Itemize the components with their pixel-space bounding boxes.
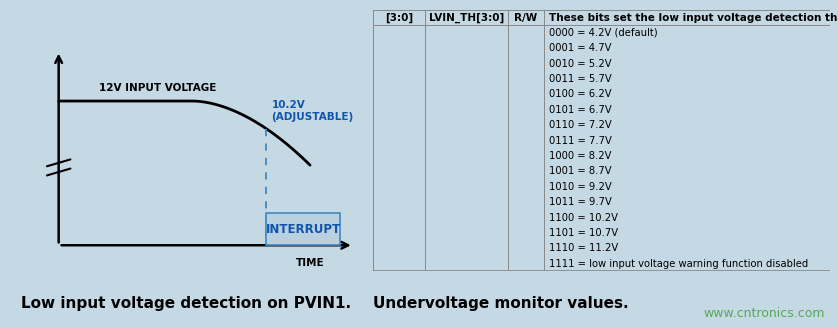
- Bar: [266, 213, 340, 245]
- Text: Low input voltage detection on PVIN1.: Low input voltage detection on PVIN1.: [21, 296, 351, 311]
- Text: 1101 = 10.7V: 1101 = 10.7V: [549, 228, 618, 238]
- Text: www.cntronics.com: www.cntronics.com: [704, 307, 825, 320]
- Text: 1110 = 11.2V: 1110 = 11.2V: [549, 243, 618, 253]
- Text: TIME: TIME: [296, 258, 324, 268]
- Text: 1100 = 10.2V: 1100 = 10.2V: [549, 213, 618, 223]
- Text: LVIN_TH[3:0]: LVIN_TH[3:0]: [429, 12, 504, 23]
- Text: 0011 = 5.7V: 0011 = 5.7V: [549, 74, 612, 84]
- Text: 12V INPUT VOLTAGE: 12V INPUT VOLTAGE: [99, 83, 216, 93]
- Text: 10.2V
(ADJUSTABLE): 10.2V (ADJUSTABLE): [272, 99, 354, 122]
- Text: 0010 = 5.2V: 0010 = 5.2V: [549, 59, 612, 69]
- Text: 0110 = 7.2V: 0110 = 7.2V: [549, 120, 612, 130]
- Text: 1010 = 9.2V: 1010 = 9.2V: [549, 182, 612, 192]
- Text: 0000 = 4.2V (default): 0000 = 4.2V (default): [549, 28, 657, 38]
- Text: 1111 = low input voltage warning function disabled: 1111 = low input voltage warning functio…: [549, 259, 808, 269]
- Text: 0001 = 4.7V: 0001 = 4.7V: [549, 43, 611, 53]
- Text: R/W: R/W: [515, 12, 537, 23]
- Text: 0111 = 7.7V: 0111 = 7.7V: [549, 136, 612, 146]
- Text: 0101 = 6.7V: 0101 = 6.7V: [549, 105, 612, 115]
- Text: [3:0]: [3:0]: [385, 12, 413, 23]
- Text: These bits set the low input voltage detection threshold.: These bits set the low input voltage det…: [549, 12, 838, 23]
- Text: 1011 = 9.7V: 1011 = 9.7V: [549, 197, 612, 207]
- Text: 1001 = 8.7V: 1001 = 8.7V: [549, 166, 612, 176]
- Text: Undervoltage monitor values.: Undervoltage monitor values.: [373, 296, 628, 311]
- Text: INTERRUPT: INTERRUPT: [266, 223, 341, 236]
- Text: 0100 = 6.2V: 0100 = 6.2V: [549, 90, 612, 99]
- Text: 1000 = 8.2V: 1000 = 8.2V: [549, 151, 611, 161]
